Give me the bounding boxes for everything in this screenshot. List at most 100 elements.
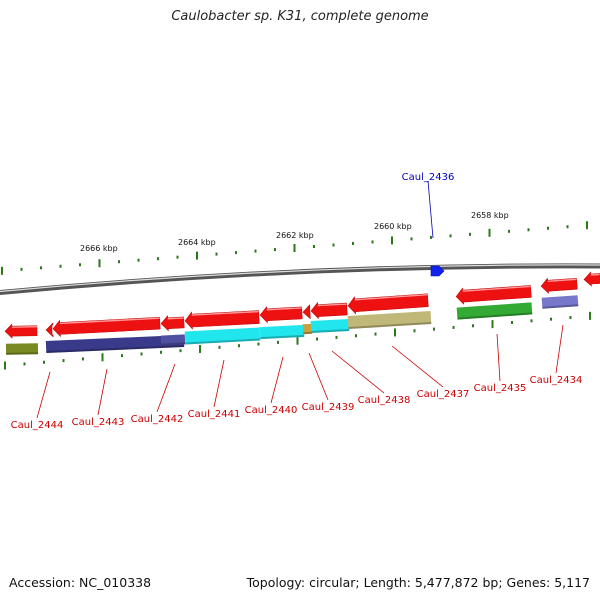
leader-line (496, 333, 501, 382)
gene-labels: Caul_2436 Caul_2444 Caul_2443 Caul_2442 Caul… (11, 172, 583, 431)
band-caul-2441-fill (184, 327, 261, 345)
band-caul-2440-fill (259, 324, 305, 340)
gene-arrow-body (259, 306, 303, 324)
scale-label: 2660 kbp (374, 222, 412, 231)
band-caul-2442-shade (161, 342, 186, 346)
gene-label: Caul_2440 (245, 405, 298, 416)
band-caul-2444-shade (6, 352, 39, 355)
gene-arrow-shine (266, 307, 302, 311)
gene-arrow (583, 271, 600, 287)
gene-arrow-shine (547, 278, 577, 282)
gene-arrow-body (184, 310, 260, 330)
leader-line (331, 350, 385, 394)
gene-label: Caul_2437 (417, 389, 470, 400)
band-caul-2437-shade (348, 321, 432, 330)
band-caul-2439-fill (302, 323, 313, 335)
gene-arrow (540, 277, 578, 294)
leader-line (270, 356, 284, 404)
gene-arrow (52, 316, 161, 338)
gene-label: Caul_2439 (302, 402, 355, 413)
gene-label: Caul_2434 (530, 375, 583, 386)
band-caul-2440-shade (260, 334, 305, 340)
gene-arrow-shine (167, 317, 184, 320)
accession-label: Accession: NC_010338 (9, 575, 152, 590)
page-title: Caulobacter sp. K31, complete genome (171, 9, 429, 24)
band-caul-2442 (160, 334, 186, 346)
scale-labels: 2666 kbp 2664 kbp 2662 kbp 2660 kbp 2658 kbp (80, 211, 509, 253)
scale-label: 2658 kbp (471, 211, 509, 220)
gene-arrow (184, 310, 260, 330)
gene-label: Caul_2438 (358, 395, 411, 406)
band-caul-2438-fill (310, 319, 350, 333)
gene-arrow (160, 315, 185, 332)
gene-arrow-body (583, 271, 600, 287)
band-caul-2444 (5, 343, 39, 355)
band-caul-2434-shade (542, 304, 579, 309)
gene-arrow-body (4, 323, 38, 339)
scale-label: 2664 kbp (178, 238, 216, 247)
band-caul-2437 (347, 310, 432, 330)
band-caul-2441 (184, 327, 261, 345)
band-caul-2435-shade (457, 312, 533, 320)
band-caul-2443-shade (46, 344, 185, 354)
scale-ticks (1, 221, 591, 370)
leader-line (391, 345, 444, 388)
band-caul-2442-fill (160, 334, 186, 346)
band-caul-2438-shade (311, 329, 350, 333)
gene-label: Caul_2444 (11, 420, 64, 431)
forward-arrow-icon (430, 265, 445, 277)
band-caul-2437-fill (347, 310, 432, 330)
gene-arrow-shine (462, 285, 531, 292)
gene-arrow-body (302, 304, 311, 320)
gene-label: Caul_2441 (188, 409, 241, 420)
gene-arrow-body (160, 315, 185, 332)
leader-caul-2436 (427, 180, 434, 239)
band-caul-2444-fill (5, 343, 39, 355)
gene-arrow (259, 306, 303, 324)
gene-arrow (455, 285, 532, 305)
gene-arrow-body (45, 322, 54, 338)
leader-line (213, 359, 225, 408)
scale-label: 2662 kbp (276, 231, 314, 240)
gene-arrows (4, 271, 600, 339)
band-caul-2439-shade (303, 331, 313, 335)
gene-arrow-shine (191, 310, 259, 316)
band-caul-2434-fill (541, 295, 579, 309)
gene-label: Caul_2435 (474, 383, 527, 394)
gene-label-caul-2436: Caul_2436 (402, 172, 455, 183)
gene-arrow (45, 322, 54, 338)
gene-arrow-body (540, 277, 578, 294)
caul-2436-marker[interactable] (430, 265, 445, 277)
band-caul-2443 (45, 334, 185, 354)
band-caul-2435-fill (456, 302, 533, 320)
band-caul-2439 (302, 323, 313, 335)
band-caul-2440 (259, 324, 305, 340)
band-caul-2441-shade (185, 338, 261, 345)
gene-arrow-shine (317, 303, 347, 307)
gene-arrow (4, 323, 38, 339)
label-leaders (36, 180, 564, 419)
topology-label: Topology: circular; Length: 5,477,872 bp… (246, 575, 590, 590)
gene-arrow (347, 293, 429, 315)
band-caul-2434 (541, 295, 579, 309)
gene-arrow (310, 301, 348, 320)
gene-bands (5, 295, 579, 355)
leader-line (97, 368, 108, 416)
leader-line (36, 371, 51, 419)
band-caul-2438 (310, 319, 350, 333)
gene-arrow-shine (590, 273, 600, 276)
gene-arrow-shine (59, 317, 160, 325)
leader-line (156, 363, 176, 413)
gene-arrow-body (310, 301, 348, 320)
genome-backbone (0, 263, 600, 296)
gene-arrow (302, 304, 311, 320)
gene-label: Caul_2443 (72, 417, 125, 428)
band-caul-2443-fill (45, 334, 185, 354)
gene-arrow-shine (354, 294, 428, 301)
leader-line (555, 324, 564, 374)
band-caul-2435 (456, 302, 533, 320)
scale-label: 2666 kbp (80, 244, 118, 253)
gene-label: Caul_2442 (131, 414, 184, 425)
leader-line (308, 352, 329, 401)
